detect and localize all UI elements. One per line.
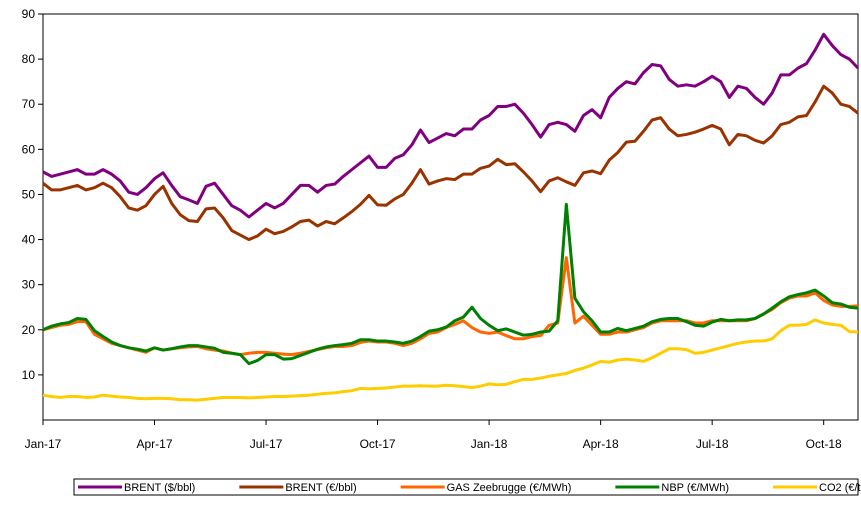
y-tick-label: 60	[22, 142, 36, 156]
y-tick-label: 50	[22, 187, 36, 201]
legend-label: CO2 (€/t)	[819, 482, 861, 494]
x-tick-label: Jan-17	[25, 437, 62, 451]
y-tick-label: 40	[22, 233, 36, 247]
y-tick-label: 70	[22, 97, 36, 111]
x-tick-label: Apr-17	[137, 437, 173, 451]
y-tick-label: 20	[22, 323, 36, 337]
y-tick-label: 30	[22, 278, 36, 292]
legend-label: BRENT (€/bbl)	[285, 482, 356, 494]
x-tick-label: Oct-18	[806, 437, 842, 451]
legend-label: GAS Zeebrugge (€/MWh)	[447, 482, 572, 494]
x-tick-label: Jan-18	[471, 437, 508, 451]
legend-label: NBP (€/MWh)	[661, 482, 729, 494]
series-line	[42, 202, 859, 366]
x-tick-label: Jul-18	[696, 437, 729, 451]
x-tick-label: Apr-18	[583, 437, 619, 451]
x-tick-label: Jul-17	[250, 437, 283, 451]
legend: BRENT ($/bbl) BRENT (€/bbl) GAS Zeebrugge …	[73, 478, 861, 496]
x-tick-label: Oct-17	[360, 437, 396, 451]
y-tick-label: 80	[22, 52, 36, 66]
plot-frame	[42, 13, 859, 421]
legend-box	[73, 478, 859, 496]
legend-label: BRENT ($/bbl)	[124, 482, 195, 494]
series-line	[42, 318, 859, 402]
series-line	[42, 84, 859, 242]
y-tick-label: 90	[22, 7, 36, 21]
y-tick-label: 10	[22, 368, 36, 382]
series-line	[42, 32, 860, 219]
